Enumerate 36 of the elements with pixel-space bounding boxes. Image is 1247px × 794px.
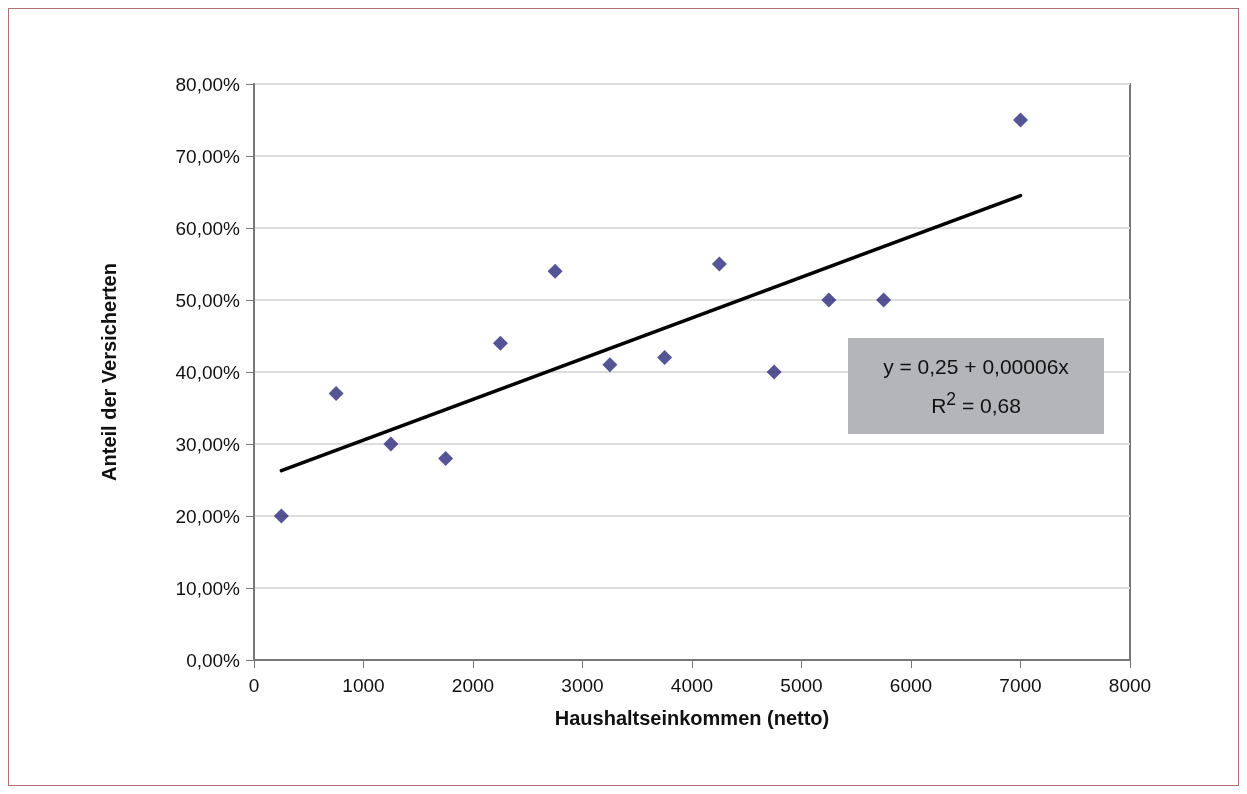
point [602, 357, 618, 373]
point [711, 256, 727, 272]
y-tick-label: 70,00% [175, 145, 241, 167]
x-tick-label: 3000 [561, 675, 604, 696]
point [821, 292, 837, 308]
x-tick-label: 4000 [670, 675, 714, 696]
y-tick-label: 80,00% [175, 73, 241, 95]
point [1013, 112, 1028, 128]
y-tick-label: 50,00% [175, 289, 241, 311]
annotation: y = 0,25 + 0,00006x [882, 354, 1070, 380]
point [328, 386, 344, 402]
x-tick-label: 7000 [999, 675, 1042, 696]
x-tick-label: 6000 [889, 675, 933, 696]
point [657, 350, 673, 366]
y-axis-title: Anteil der Versicherten [98, 263, 120, 481]
x-tick-label: 0 [248, 675, 260, 696]
point [492, 335, 508, 351]
x-tick-label: 2000 [451, 675, 495, 696]
y-tick-label: 60,00% [175, 217, 241, 239]
point [273, 508, 289, 524]
y-tick-label: 10,00% [175, 577, 241, 599]
point [766, 364, 782, 380]
equation-box: y = 0,25 + 0,00006x R$^{2}$ = 0,68 [848, 338, 1104, 434]
x-tick-label: 5000 [780, 675, 823, 696]
point [438, 450, 454, 466]
y-tick-label: 20,00% [175, 505, 241, 527]
x-tick-label: 1000 [342, 675, 385, 696]
y-tick-label: 40,00% [175, 361, 241, 383]
point [547, 263, 563, 279]
point [383, 436, 399, 452]
x-tick-label: 8000 [1108, 675, 1152, 696]
annotation: R$^{2}$ = 0,68 [930, 388, 1022, 419]
point [876, 292, 892, 308]
y-tick-label: 30,00% [175, 433, 241, 455]
x-axis-title: Haushaltseinkommen (netto) [554, 707, 830, 729]
y-tick-label: 0,00% [186, 649, 241, 671]
